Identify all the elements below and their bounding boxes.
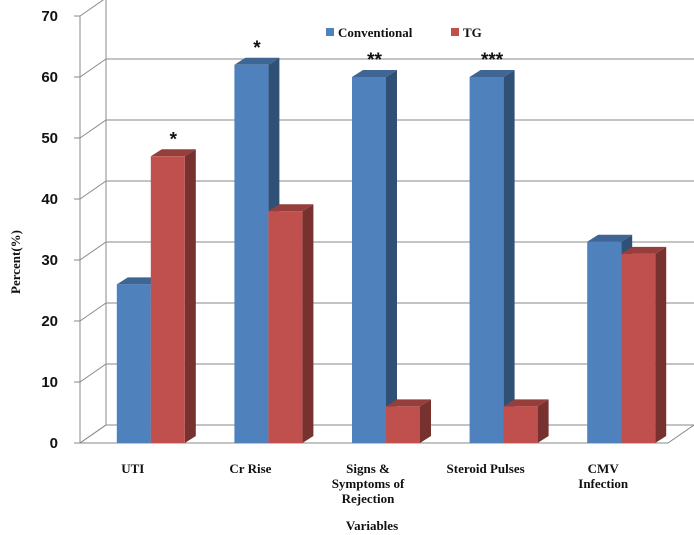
bar-front: [268, 211, 303, 443]
bar-conventional-3: [469, 70, 515, 443]
bar-side: [184, 149, 196, 444]
y-tick-label: 30: [41, 252, 58, 269]
bar-top: [116, 277, 162, 285]
bar-front: [621, 253, 656, 443]
bar-front: [150, 156, 185, 444]
bar-top: [386, 399, 431, 407]
y-tick-label: 70: [41, 8, 58, 25]
bar-side: [420, 399, 431, 443]
x-category-label: UTI: [121, 461, 144, 476]
y-tick-label: 40: [41, 191, 58, 208]
bar-tg-0: [150, 149, 196, 444]
y-tick-label: 60: [41, 69, 58, 86]
bar-tg-3: [503, 399, 549, 443]
y-tick-labels: 0 10 20 30 40 50 60 70: [41, 8, 58, 452]
bar-side: [302, 204, 314, 443]
legend-swatch: [326, 28, 334, 36]
bar-conventional-2: [352, 70, 397, 443]
y-tick-label: 0: [50, 435, 58, 452]
legend-swatch: [451, 28, 459, 36]
bar-top: [621, 246, 667, 254]
bar-front: [587, 241, 622, 443]
significance-marker: *: [253, 38, 261, 59]
gridline: [79, 58, 694, 78]
x-category-label: Signs & Symptoms of Rejection: [332, 461, 405, 506]
bar-tg-2: [386, 399, 431, 443]
y-tick-label: 10: [41, 374, 58, 391]
bar-top: [503, 399, 549, 407]
bar-tg-4: [621, 246, 667, 443]
significance-marker: *: [170, 129, 178, 150]
bar-front: [469, 77, 504, 443]
bar-side: [537, 399, 549, 443]
bar-top: [587, 234, 633, 242]
bar-side: [503, 70, 515, 443]
x-category-label: Steroid Pulses: [447, 461, 525, 476]
legend-item-conventional: Conventional: [326, 25, 413, 40]
bar-side: [386, 70, 397, 443]
bar-front: [234, 64, 269, 444]
gridline: [79, 0, 104, 17]
y-tick-label: 50: [41, 130, 58, 147]
bar-front: [386, 406, 420, 443]
bar-tg-1: [268, 204, 314, 443]
x-axis-title: Variables: [346, 518, 398, 533]
legend-item-tg: TG: [451, 25, 482, 40]
bar-front: [116, 284, 151, 443]
bar-top: [234, 57, 280, 65]
significance-markers: **** ***: [170, 38, 504, 151]
bar-top: [352, 70, 397, 77]
bars: [116, 57, 667, 444]
bar-top: [150, 149, 196, 157]
x-category-labels: UTI Cr Rise Signs & Symptoms of Rejection Ste…: [121, 461, 629, 506]
significance-marker: ***: [481, 50, 504, 71]
y-axis-title: Percent(%): [8, 230, 23, 294]
bar-front: [503, 406, 538, 443]
legend-label: TG: [463, 25, 482, 40]
bar-side: [655, 246, 667, 443]
bar-top: [469, 70, 515, 77]
x-category-label: CMV Infection: [578, 461, 629, 491]
legend-label: Conventional: [338, 25, 413, 40]
bar-front: [352, 77, 386, 443]
x-category-label: Cr Rise: [229, 461, 271, 476]
y-tick-label: 20: [41, 313, 58, 330]
bar-top: [268, 204, 314, 212]
significance-marker: **: [367, 50, 382, 71]
legend: Conventional TG: [326, 25, 482, 40]
